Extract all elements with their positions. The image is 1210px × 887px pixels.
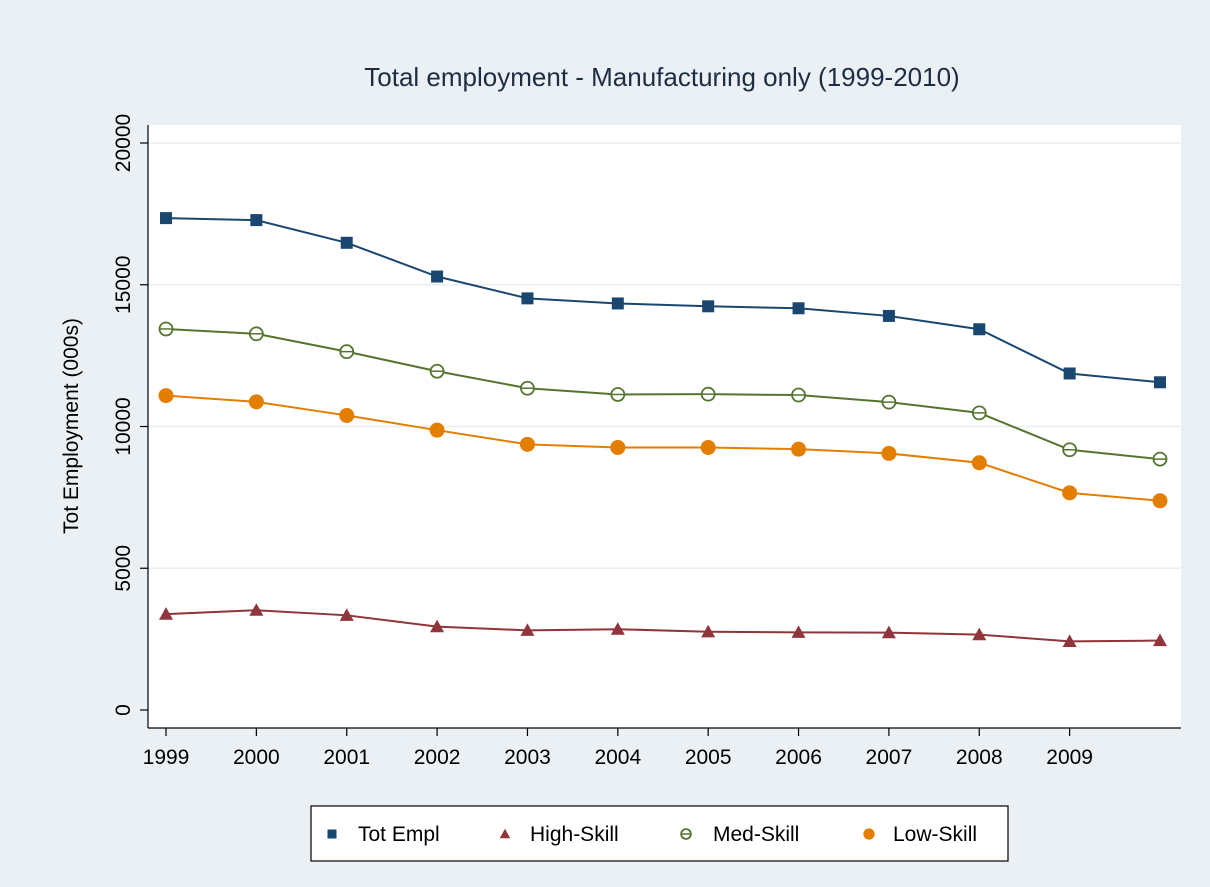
y-tick-label-0: 0 — [112, 704, 135, 716]
y-tick-label-5000: 5000 — [112, 545, 135, 592]
point-0-2003 — [521, 292, 534, 305]
legend-items: Tot Empl High-Skill Med-Skill Low-Skill — [327, 823, 977, 846]
point-1-2010 — [1153, 633, 1167, 647]
legend-box — [310, 805, 1009, 862]
point-0-2000 — [250, 214, 263, 227]
x-tick-label-2002: 2002 — [414, 746, 461, 769]
legend-marker-2 — [680, 828, 692, 840]
x-tick-label-2007: 2007 — [866, 746, 913, 769]
point-1-2003 — [520, 623, 535, 636]
series-line-3 — [165, 394, 1161, 502]
legend-label-0: Tot Empl — [358, 823, 440, 846]
point-2-2008 — [971, 405, 987, 421]
point-0-2010 — [1154, 376, 1166, 389]
point-1-2006 — [791, 625, 806, 638]
legend-label-2: Med-Skill — [713, 823, 799, 846]
x-tick-label-2003: 2003 — [504, 746, 551, 769]
point-1-2000 — [249, 603, 264, 616]
y-tick-label-20000: 20000 — [112, 114, 135, 172]
point-1-2005 — [701, 624, 716, 638]
point-3-2005 — [700, 439, 716, 455]
point-3-2004 — [610, 439, 626, 455]
point-3-2009 — [1062, 485, 1078, 501]
series-high-skill — [159, 603, 1167, 647]
x-tick-label-1999: 1999 — [143, 746, 190, 769]
y-tick-label-10000: 10000 — [112, 397, 135, 455]
point-1-2007 — [881, 625, 896, 639]
point-3-2003 — [519, 436, 535, 452]
x-tick-label-2001: 2001 — [323, 746, 370, 769]
point-2-2009 — [1062, 442, 1078, 458]
x-tick-label-2006: 2006 — [775, 746, 822, 769]
point-0-2009 — [1063, 367, 1076, 380]
point-0-2001 — [340, 236, 353, 249]
legend-marker-0 — [327, 829, 337, 839]
point-0-2006 — [792, 302, 805, 315]
y-axis-label: Tot Employment (000s) — [60, 318, 83, 534]
point-3-2007 — [881, 445, 897, 461]
point-2-2000 — [248, 326, 264, 342]
point-2-1999 — [158, 321, 174, 337]
legend: Tot Empl High-Skill Med-Skill Low-Skill — [310, 805, 1009, 862]
point-2-2005 — [700, 386, 716, 402]
legend-label-1: High-Skill — [530, 823, 619, 846]
point-3-2008 — [971, 455, 987, 471]
x-tick-label-2004: 2004 — [594, 746, 641, 769]
point-1-2008 — [972, 627, 987, 641]
legend-label-3: Low-Skill — [893, 823, 977, 846]
x-ticks: 1999 2000 2001 2002 2003 2004 2005 2006 2007 2008… — [143, 728, 1093, 769]
series-line-1 — [165, 609, 1161, 643]
point-0-2007 — [882, 309, 895, 322]
point-2-2003 — [520, 380, 535, 396]
chart-title: Total employment - Manufacturing only (1… — [364, 62, 959, 92]
point-2-2002 — [429, 363, 445, 379]
point-0-2005 — [702, 300, 715, 313]
point-3-2002 — [429, 422, 445, 438]
point-1-2004 — [610, 622, 625, 635]
grid-lines — [148, 142, 1181, 569]
series-line-2 — [165, 327, 1161, 461]
legend-marker-3 — [863, 828, 875, 840]
point-0-2008 — [973, 323, 986, 336]
point-1-1999 — [159, 607, 173, 620]
point-1-2002 — [430, 619, 445, 633]
y-tick-label-15000: 15000 — [112, 256, 135, 314]
point-0-2004 — [611, 297, 624, 310]
point-3-2010 — [1152, 493, 1168, 509]
series-med-skill — [158, 321, 1168, 467]
point-3-2000 — [248, 394, 264, 410]
point-0-2002 — [431, 270, 444, 283]
series-tot-empl — [160, 212, 1166, 389]
series-layer — [158, 212, 1168, 647]
point-1-2001 — [339, 608, 354, 621]
series-line-0 — [165, 217, 1161, 384]
point-3-2006 — [791, 441, 807, 457]
x-tick-label-2009: 2009 — [1046, 746, 1093, 769]
y-ticks: 0 5000 10000 15000 20000 — [112, 114, 148, 716]
point-3-2001 — [339, 407, 355, 423]
x-tick-label-2000: 2000 — [233, 746, 280, 769]
x-tick-label-2005: 2005 — [685, 746, 732, 769]
point-0-1999 — [160, 212, 172, 225]
point-2-2004 — [610, 387, 626, 402]
series-low-skill — [158, 388, 1168, 509]
point-1-2009 — [1062, 634, 1077, 647]
x-tick-label-2008: 2008 — [956, 746, 1003, 769]
point-2-2006 — [791, 387, 806, 403]
point-2-2001 — [339, 344, 355, 360]
point-3-1999 — [158, 388, 174, 404]
point-2-2010 — [1152, 451, 1168, 467]
legend-marker-1 — [499, 828, 511, 839]
point-2-2007 — [881, 394, 897, 410]
